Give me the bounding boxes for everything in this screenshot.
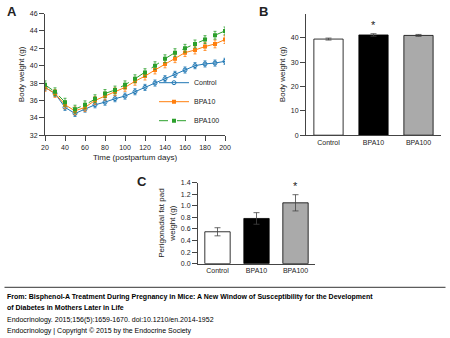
- svg-text:BPA10: BPA10: [194, 98, 215, 105]
- svg-text:140: 140: [159, 144, 171, 151]
- svg-text:34: 34: [30, 114, 38, 121]
- svg-text:0.8: 0.8: [181, 214, 191, 221]
- svg-text:BPA100: BPA100: [194, 117, 219, 124]
- svg-text:0: 0: [295, 132, 299, 139]
- svg-text:Body weight (g): Body weight (g): [17, 46, 26, 102]
- svg-text:1.2: 1.2: [181, 191, 191, 198]
- svg-text:100: 100: [119, 144, 131, 151]
- svg-text:of Diabetes in Mothers Later i: of Diabetes in Mothers Later in Life: [7, 304, 124, 311]
- svg-text:Endocrinology. 2015;156(5):165: Endocrinology. 2015;156(5):1659-1670. do…: [7, 316, 214, 324]
- svg-text:120: 120: [139, 144, 151, 151]
- svg-text:1.4: 1.4: [181, 179, 191, 186]
- svg-text:B: B: [259, 4, 268, 19]
- svg-text:C: C: [137, 174, 147, 189]
- svg-text:42: 42: [30, 45, 38, 52]
- svg-text:BPA100: BPA100: [406, 139, 431, 146]
- svg-text:0.4: 0.4: [181, 237, 191, 244]
- svg-text:BPA10: BPA10: [363, 139, 384, 146]
- svg-text:Body weight (g): Body weight (g): [278, 46, 287, 102]
- svg-text:40: 40: [291, 34, 299, 41]
- svg-text:A: A: [7, 4, 17, 19]
- svg-text:20: 20: [291, 83, 299, 90]
- svg-text:36: 36: [30, 97, 38, 104]
- svg-text:32: 32: [30, 132, 38, 139]
- svg-text:38: 38: [30, 80, 38, 87]
- svg-text:Endocrinology | Copyright © 20: Endocrinology | Copyright © 2015 by the …: [7, 327, 192, 335]
- svg-text:44: 44: [30, 27, 38, 34]
- svg-text:160: 160: [179, 144, 191, 151]
- svg-text:180: 180: [199, 144, 211, 151]
- svg-text:10: 10: [291, 107, 299, 114]
- svg-text:Time (postpartum days): Time (postpartum days): [93, 153, 178, 162]
- svg-text:From: Bisphenol-A Treatment Du: From: Bisphenol-A Treatment During Pregn…: [7, 293, 373, 301]
- svg-text:40: 40: [61, 144, 69, 151]
- svg-text:Perigonadal fat padweight (g): Perigonadal fat padweight (g): [157, 188, 176, 257]
- svg-text:Control: Control: [206, 267, 229, 274]
- svg-text:Control: Control: [317, 139, 340, 146]
- svg-text:30: 30: [291, 59, 299, 66]
- svg-text:BPA10: BPA10: [246, 267, 267, 274]
- svg-text:1.0: 1.0: [181, 202, 191, 209]
- svg-text:40: 40: [30, 62, 38, 69]
- svg-text:BPA100: BPA100: [283, 267, 308, 274]
- svg-text:Control: Control: [194, 79, 217, 86]
- svg-text:200: 200: [219, 144, 231, 151]
- svg-text:0.2: 0.2: [181, 249, 191, 256]
- svg-text:20: 20: [41, 144, 49, 151]
- svg-text:*: *: [371, 19, 376, 31]
- svg-text:46: 46: [30, 10, 38, 17]
- svg-text:60: 60: [81, 144, 89, 151]
- svg-text:*: *: [293, 180, 298, 192]
- svg-text:0.6: 0.6: [181, 225, 191, 232]
- svg-text:80: 80: [101, 144, 109, 151]
- svg-text:0.0: 0.0: [181, 260, 191, 267]
